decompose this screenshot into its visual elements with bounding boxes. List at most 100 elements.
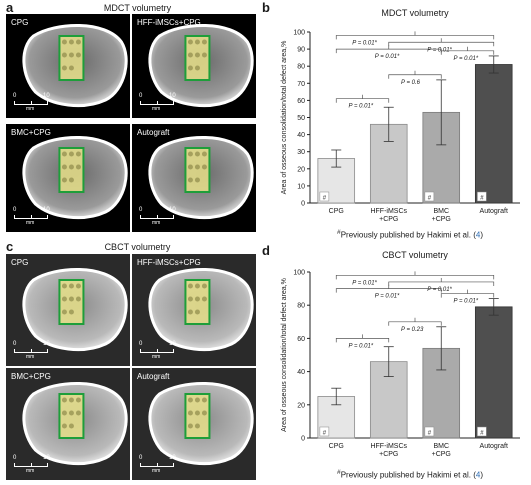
graft-granule bbox=[61, 164, 67, 170]
ct-image-mdct-bmc: BMC+CPG 0 10 mm bbox=[6, 124, 130, 232]
significance-bracket bbox=[335, 48, 442, 54]
x-tick-label: BMC bbox=[433, 443, 449, 450]
x-tick-label: HFF-iMSCs bbox=[370, 208, 407, 215]
chart-title: MDCT volumetry bbox=[381, 8, 449, 18]
significance-bracket bbox=[335, 98, 390, 103]
x-tick-label: Autograft bbox=[480, 443, 508, 450]
y-tick-label: 10 bbox=[297, 183, 305, 190]
ct-art bbox=[22, 23, 128, 107]
ct-image-label: Autograft bbox=[137, 372, 170, 381]
graft-granule bbox=[201, 397, 207, 403]
graft-granule bbox=[68, 164, 74, 170]
ct-image-cbct-cpg: CPG 0 10 mm bbox=[6, 254, 130, 366]
graft-granule bbox=[187, 283, 193, 289]
roi-box bbox=[58, 393, 85, 439]
graft-granule bbox=[187, 296, 193, 302]
roi-box bbox=[184, 393, 211, 439]
graft-granule bbox=[75, 151, 81, 157]
graft-granule bbox=[187, 52, 193, 58]
bar-mark: # bbox=[428, 431, 432, 437]
panel-a-title: MDCT volumetry bbox=[103, 3, 172, 13]
x-tick-label: CPG bbox=[329, 208, 344, 215]
ct-image-label: HFF-iMSCs+CPG bbox=[137, 258, 201, 267]
graft-granule bbox=[201, 52, 207, 58]
graft-granule bbox=[61, 52, 67, 58]
p-value-label: P = 0.01* bbox=[375, 294, 400, 300]
panel-letter-c: c bbox=[6, 239, 14, 254]
graft-granule bbox=[61, 283, 67, 289]
graft-granule bbox=[61, 309, 67, 315]
graft-granule bbox=[194, 52, 200, 58]
y-tick-label: 80 bbox=[297, 303, 305, 310]
significance-bracket bbox=[440, 293, 495, 298]
y-tick-label: 30 bbox=[297, 149, 305, 156]
y-tick-label: 0 bbox=[301, 436, 305, 443]
roi-box bbox=[58, 147, 85, 193]
graft-granule bbox=[187, 177, 193, 183]
ct-image-mdct-autograft: Autograft 0 10 mm bbox=[132, 124, 256, 232]
roi-box bbox=[184, 35, 211, 81]
graft-granule bbox=[201, 164, 207, 170]
scale-bar: 0 10 mm bbox=[13, 207, 50, 226]
x-tick-label: BMC bbox=[433, 208, 449, 215]
ct-art bbox=[22, 135, 128, 219]
graft-granule bbox=[68, 410, 74, 416]
graft-granule bbox=[61, 296, 67, 302]
panel-letter-b: b bbox=[262, 0, 270, 15]
graft-granule bbox=[187, 397, 193, 403]
graft-granule bbox=[194, 410, 200, 416]
panel-letter-d: d bbox=[262, 243, 270, 258]
p-value-label: P = 0.01* bbox=[375, 54, 400, 60]
graft-granule bbox=[61, 177, 67, 183]
significance-bracket bbox=[335, 274, 495, 280]
bar-mark-box bbox=[319, 191, 330, 202]
p-value-label: P = 0.01* bbox=[427, 287, 452, 293]
graft-granule bbox=[194, 283, 200, 289]
graft-granule bbox=[61, 397, 67, 403]
footnote-mark: # bbox=[337, 229, 341, 236]
bar bbox=[474, 64, 513, 204]
graft-granule bbox=[201, 296, 207, 302]
ct-art bbox=[148, 23, 254, 107]
chart-b: MDCT volumetry 0 10 20 30 40 50 60 70 80 90 100 Area… bbox=[262, 4, 528, 240]
x-tick-label: HFF-iMSCs bbox=[370, 443, 407, 450]
y-tick-label: 40 bbox=[297, 132, 305, 139]
x-tick-label: +CPG bbox=[432, 451, 451, 458]
bar-mark-box bbox=[424, 426, 435, 437]
footnote-ref[interactable]: 4 bbox=[475, 470, 481, 480]
graft-granule bbox=[187, 65, 193, 71]
graft-granule bbox=[68, 151, 74, 157]
x-tick-label: Autograft bbox=[480, 208, 508, 215]
bar-mark-box bbox=[477, 426, 487, 437]
significance-bracket bbox=[335, 338, 390, 343]
chart-d-svg: CBCT volumetry 0 20 40 60 80 100 Area of osseou… bbox=[281, 250, 520, 458]
p-value-label: P = 0.01* bbox=[352, 40, 377, 46]
bar-mark: # bbox=[480, 431, 484, 437]
footnote-mark: # bbox=[337, 469, 341, 476]
ct-image-label: Autograft bbox=[137, 128, 170, 137]
footnote-d: #Previously published by Hakimi et al. (… bbox=[337, 469, 483, 480]
bar-mark: # bbox=[323, 196, 327, 202]
graft-granule bbox=[75, 296, 81, 302]
x-tick-label: +CPG bbox=[379, 216, 398, 223]
graft-granule bbox=[68, 39, 74, 45]
footnote-ref[interactable]: 4 bbox=[475, 230, 481, 240]
scale-bar: 0 10 mm bbox=[139, 455, 176, 474]
graft-granule bbox=[68, 296, 74, 302]
graft-granule bbox=[75, 283, 81, 289]
significance-bracket bbox=[335, 35, 495, 40]
graft-granule bbox=[61, 65, 67, 71]
p-value-label: P = 0.6 bbox=[401, 80, 421, 86]
roi-box bbox=[58, 279, 85, 325]
ct-image-label: HFF-iMSCs+CPG bbox=[137, 18, 201, 27]
graft-granule bbox=[187, 410, 193, 416]
graft-granule bbox=[61, 410, 67, 416]
p-value-label: P = 0.01* bbox=[352, 280, 377, 286]
y-tick-label: 0 bbox=[301, 201, 305, 208]
graft-granule bbox=[194, 39, 200, 45]
bar-mark: # bbox=[480, 196, 484, 202]
bar-mark-box bbox=[477, 191, 487, 202]
graft-granule bbox=[61, 423, 67, 429]
ct-image-cbct-autograft: Autograft 0 10 mm bbox=[132, 368, 256, 480]
y-tick-label: 100 bbox=[293, 30, 305, 37]
